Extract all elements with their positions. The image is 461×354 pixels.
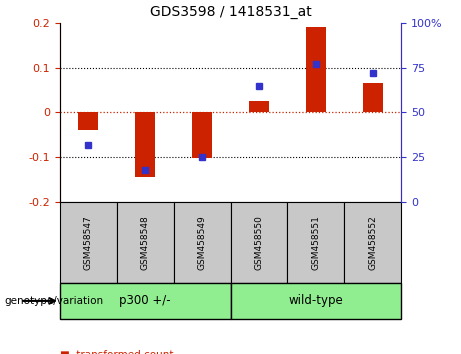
- Bar: [344, 202, 401, 283]
- Bar: [192, 113, 212, 158]
- Text: GSM458552: GSM458552: [368, 215, 377, 270]
- Text: wild-type: wild-type: [289, 295, 343, 307]
- Text: GSM458550: GSM458550: [254, 215, 263, 270]
- Bar: [60, 202, 117, 283]
- Bar: [174, 202, 230, 283]
- Text: GSM458551: GSM458551: [311, 215, 320, 270]
- Bar: [117, 202, 174, 283]
- Bar: [363, 83, 383, 113]
- Bar: [249, 101, 269, 113]
- Bar: [135, 113, 155, 177]
- Text: ■  transformed count: ■ transformed count: [60, 350, 173, 354]
- Text: GSM458548: GSM458548: [141, 215, 150, 270]
- Text: genotype/variation: genotype/variation: [5, 296, 104, 306]
- Bar: [78, 113, 98, 130]
- Text: GSM458547: GSM458547: [84, 215, 93, 270]
- Text: GSM458549: GSM458549: [198, 215, 207, 270]
- Bar: [60, 283, 230, 319]
- Bar: [230, 202, 287, 283]
- Text: p300 +/-: p300 +/-: [119, 295, 171, 307]
- Bar: [230, 283, 401, 319]
- Title: GDS3598 / 1418531_at: GDS3598 / 1418531_at: [150, 5, 311, 19]
- Bar: [306, 28, 326, 113]
- Bar: [287, 202, 344, 283]
